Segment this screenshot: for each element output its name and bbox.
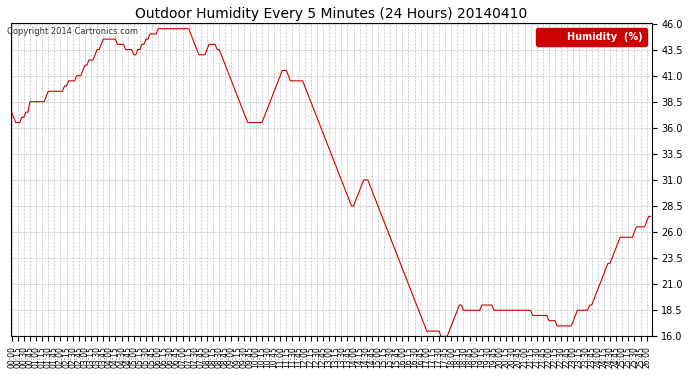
Text: Copyright 2014 Cartronics.com: Copyright 2014 Cartronics.com: [7, 27, 138, 36]
Legend: Humidity  (%): Humidity (%): [536, 28, 647, 46]
Title: Outdoor Humidity Every 5 Minutes (24 Hours) 20140410: Outdoor Humidity Every 5 Minutes (24 Hou…: [135, 7, 527, 21]
